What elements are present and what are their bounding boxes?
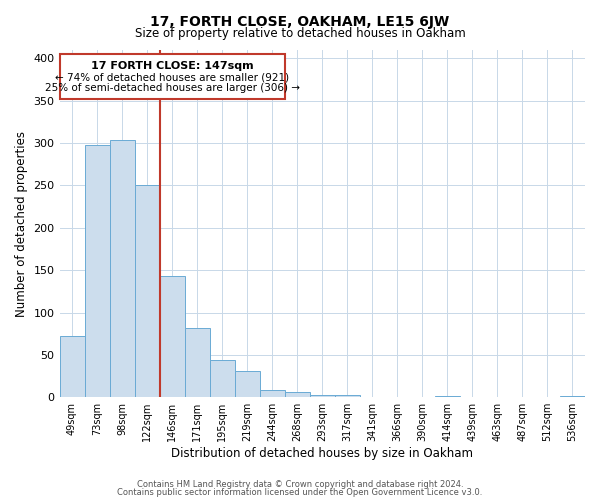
- Bar: [235, 371, 260, 397]
- Bar: [185, 328, 209, 397]
- Bar: [260, 390, 285, 397]
- Bar: [560, 396, 585, 397]
- Text: Contains public sector information licensed under the Open Government Licence v3: Contains public sector information licen…: [118, 488, 482, 497]
- Y-axis label: Number of detached properties: Number of detached properties: [15, 130, 28, 316]
- Bar: [209, 360, 235, 397]
- X-axis label: Distribution of detached houses by size in Oakham: Distribution of detached houses by size …: [171, 447, 473, 460]
- Bar: [310, 394, 335, 397]
- Bar: [285, 392, 310, 397]
- Text: 25% of semi-detached houses are larger (306) →: 25% of semi-detached houses are larger (…: [44, 83, 299, 93]
- Bar: [110, 140, 134, 397]
- Bar: [435, 396, 460, 397]
- Text: ← 74% of detached houses are smaller (921): ← 74% of detached houses are smaller (92…: [55, 73, 289, 83]
- FancyBboxPatch shape: [59, 54, 285, 99]
- Bar: [59, 336, 85, 397]
- Bar: [160, 276, 185, 397]
- Text: 17, FORTH CLOSE, OAKHAM, LE15 6JW: 17, FORTH CLOSE, OAKHAM, LE15 6JW: [151, 15, 449, 29]
- Bar: [335, 394, 360, 397]
- Text: Contains HM Land Registry data © Crown copyright and database right 2024.: Contains HM Land Registry data © Crown c…: [137, 480, 463, 489]
- Bar: [85, 145, 110, 397]
- Text: Size of property relative to detached houses in Oakham: Size of property relative to detached ho…: [134, 28, 466, 40]
- Text: 17 FORTH CLOSE: 147sqm: 17 FORTH CLOSE: 147sqm: [91, 61, 253, 71]
- Bar: [134, 186, 160, 397]
